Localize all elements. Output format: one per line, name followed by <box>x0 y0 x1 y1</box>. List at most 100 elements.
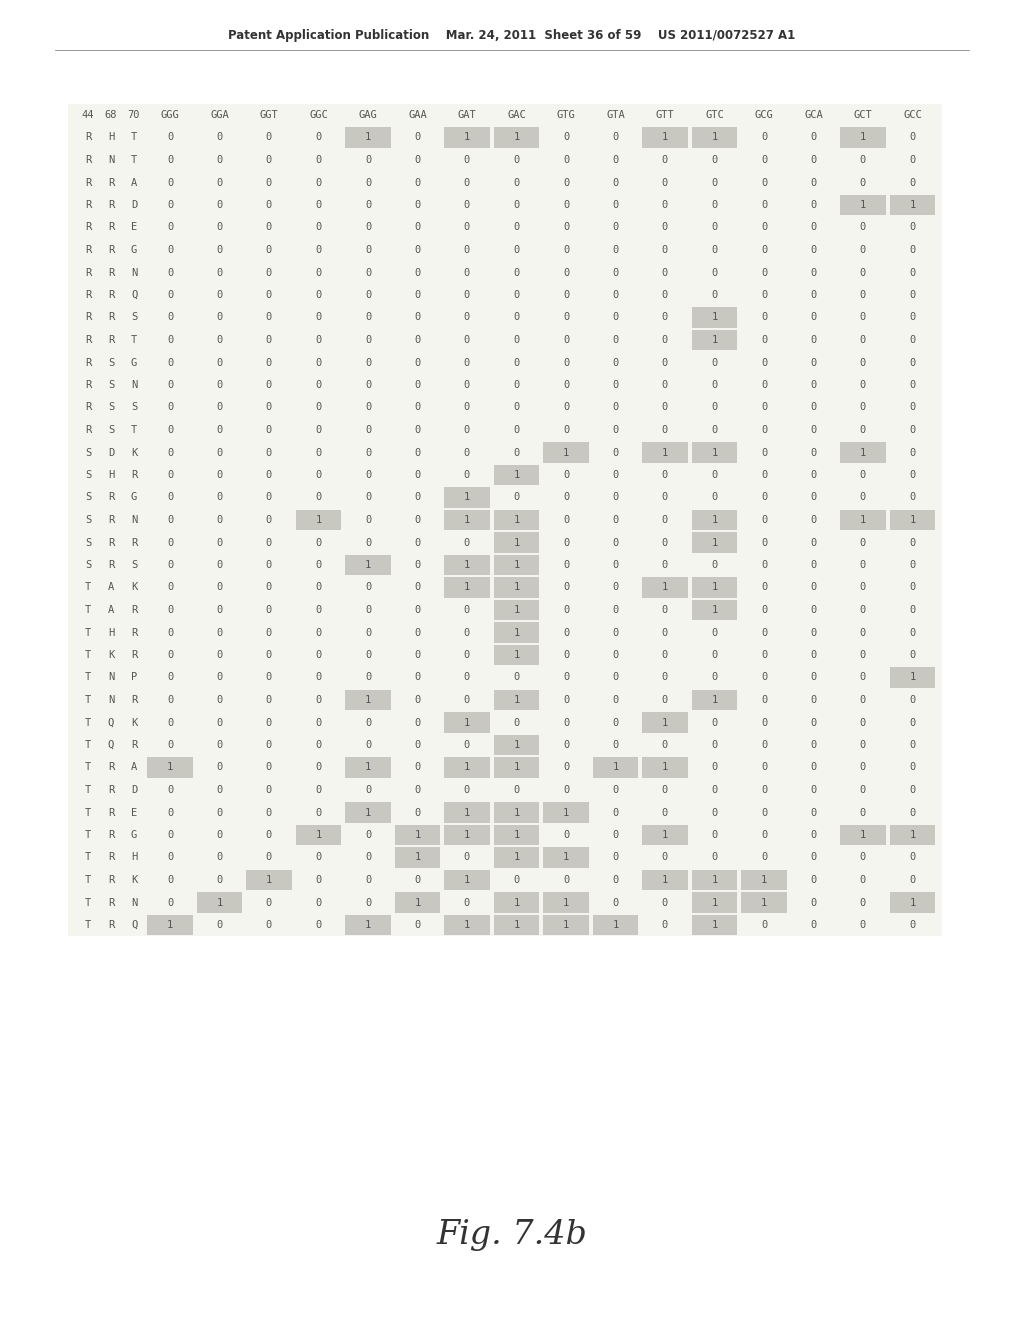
Text: 0: 0 <box>513 313 519 322</box>
Text: 0: 0 <box>266 403 272 412</box>
Bar <box>890 510 935 531</box>
Text: 0: 0 <box>513 447 519 458</box>
Text: 0: 0 <box>216 853 222 862</box>
Text: 0: 0 <box>365 154 371 165</box>
Text: 0: 0 <box>365 470 371 480</box>
Text: 0: 0 <box>761 447 767 458</box>
Text: 0: 0 <box>810 223 816 232</box>
Bar <box>692 599 737 620</box>
Bar <box>494 577 540 598</box>
Text: 0: 0 <box>365 268 371 277</box>
Text: R: R <box>108 492 114 503</box>
Text: 0: 0 <box>563 649 569 660</box>
Text: 0: 0 <box>909 696 915 705</box>
Bar <box>890 825 935 845</box>
Text: 0: 0 <box>909 290 915 300</box>
Text: S: S <box>85 470 91 480</box>
Text: 1: 1 <box>365 560 371 570</box>
Text: 0: 0 <box>712 808 718 817</box>
Text: 0: 0 <box>563 763 569 772</box>
Text: D: D <box>108 447 114 458</box>
Text: R: R <box>85 380 91 389</box>
Bar <box>494 689 540 710</box>
Text: 0: 0 <box>464 403 470 412</box>
Text: 1: 1 <box>464 560 470 570</box>
Bar <box>841 825 886 845</box>
Bar <box>841 194 886 215</box>
Text: 0: 0 <box>266 246 272 255</box>
Text: 0: 0 <box>167 470 173 480</box>
Text: 0: 0 <box>662 313 668 322</box>
Text: 0: 0 <box>167 492 173 503</box>
Text: 0: 0 <box>464 201 470 210</box>
Text: 0: 0 <box>266 132 272 143</box>
Text: E: E <box>131 808 137 817</box>
Text: 1: 1 <box>513 515 519 525</box>
Text: 0: 0 <box>761 425 767 436</box>
Text: 0: 0 <box>662 246 668 255</box>
Text: 0: 0 <box>712 763 718 772</box>
Text: D: D <box>131 785 137 795</box>
Text: 0: 0 <box>415 154 421 165</box>
Text: 0: 0 <box>315 403 322 412</box>
Text: 0: 0 <box>315 763 322 772</box>
Text: S: S <box>108 425 114 436</box>
Text: 0: 0 <box>266 763 272 772</box>
Text: 0: 0 <box>216 582 222 593</box>
Text: S: S <box>108 403 114 412</box>
Text: 0: 0 <box>415 718 421 727</box>
Bar <box>642 713 688 733</box>
Text: 0: 0 <box>464 380 470 389</box>
Text: 0: 0 <box>761 403 767 412</box>
Text: 0: 0 <box>315 447 322 458</box>
Text: 1: 1 <box>909 672 915 682</box>
Text: 0: 0 <box>909 132 915 143</box>
Text: 0: 0 <box>315 132 322 143</box>
Text: 0: 0 <box>415 268 421 277</box>
Text: T: T <box>85 853 91 862</box>
Text: R: R <box>108 335 114 345</box>
Text: 0: 0 <box>712 358 718 367</box>
Bar <box>296 825 341 845</box>
Text: 0: 0 <box>464 649 470 660</box>
Text: R: R <box>108 246 114 255</box>
Bar <box>890 667 935 688</box>
Text: 1: 1 <box>761 898 767 908</box>
Text: 1: 1 <box>513 696 519 705</box>
Text: 0: 0 <box>167 741 173 750</box>
Bar <box>543 915 589 936</box>
Text: 0: 0 <box>612 627 618 638</box>
Text: 0: 0 <box>909 246 915 255</box>
Text: 0: 0 <box>315 154 322 165</box>
Text: 0: 0 <box>167 154 173 165</box>
Bar <box>692 915 737 936</box>
Text: 0: 0 <box>761 290 767 300</box>
Text: R: R <box>108 223 114 232</box>
Text: 1: 1 <box>415 898 421 908</box>
Text: K: K <box>131 447 137 458</box>
Bar <box>543 892 589 913</box>
Bar <box>494 554 540 576</box>
Text: 0: 0 <box>612 560 618 570</box>
Text: 0: 0 <box>167 696 173 705</box>
Bar <box>692 308 737 327</box>
Text: 0: 0 <box>563 268 569 277</box>
Text: 0: 0 <box>612 132 618 143</box>
Text: 1: 1 <box>909 830 915 840</box>
Text: 0: 0 <box>315 785 322 795</box>
Text: 0: 0 <box>810 132 816 143</box>
Text: R: R <box>108 875 114 884</box>
Text: 0: 0 <box>365 425 371 436</box>
Text: T: T <box>85 741 91 750</box>
Text: 0: 0 <box>612 313 618 322</box>
Text: 0: 0 <box>810 605 816 615</box>
Text: 1: 1 <box>464 132 470 143</box>
Text: 1: 1 <box>662 875 668 884</box>
Text: 0: 0 <box>167 268 173 277</box>
Text: 0: 0 <box>810 830 816 840</box>
Text: A: A <box>108 582 114 593</box>
Text: 0: 0 <box>216 223 222 232</box>
Bar <box>692 577 737 598</box>
Text: 0: 0 <box>167 358 173 367</box>
Text: 0: 0 <box>563 177 569 187</box>
